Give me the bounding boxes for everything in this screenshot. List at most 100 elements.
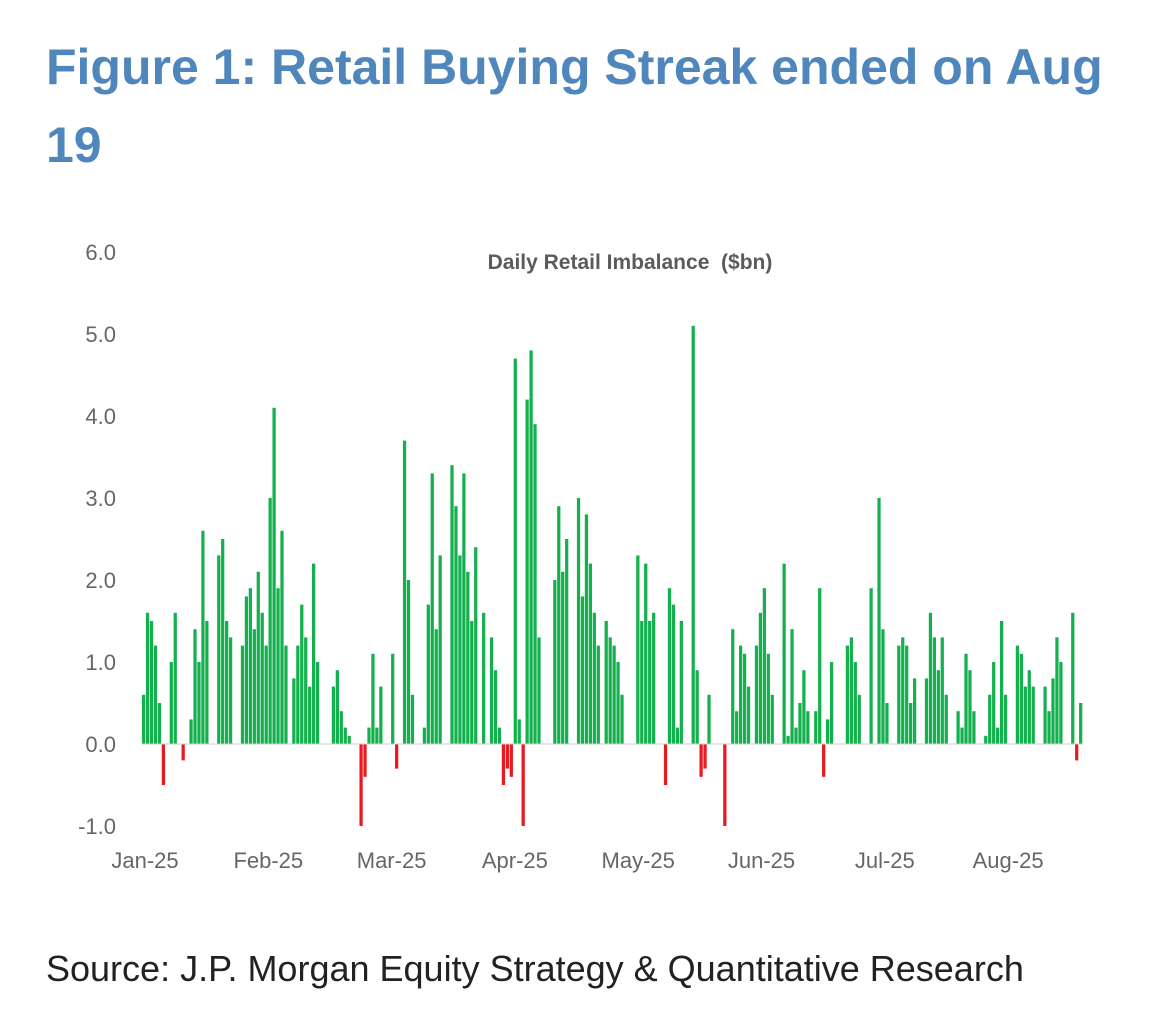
bar-positive [596, 645, 600, 744]
bar-positive [343, 727, 347, 744]
bar-positive [798, 703, 802, 744]
bar-positive [1071, 612, 1075, 744]
bar-positive [553, 580, 557, 744]
bar-positive [905, 645, 909, 744]
bar-positive [248, 588, 252, 744]
bar-positive [228, 637, 233, 744]
figure-title: Figure 1: Retail Buying Streak ended on … [46, 39, 1103, 173]
bar-negative [822, 744, 826, 777]
bar-positive [1027, 670, 1031, 744]
bar-positive [312, 563, 316, 744]
bar-positive [691, 325, 695, 744]
bar-positive [695, 670, 699, 744]
bar-positive [153, 645, 158, 744]
bar-positive [739, 645, 743, 744]
bar-positive [1003, 694, 1008, 744]
bar-positive [331, 686, 336, 744]
bar-positive [909, 703, 913, 744]
bar-positive [1055, 637, 1059, 744]
bar-positive [193, 629, 197, 744]
bar-chart: Daily Retail Imbalance ($bn) -1.0 0.0 1.0 2… [78, 240, 1083, 873]
bar-positive [217, 555, 221, 744]
bar-positive [367, 727, 371, 744]
bar-positive [561, 571, 565, 744]
bar-positive [829, 662, 834, 744]
bar-positive [766, 653, 770, 744]
bar-positive [814, 711, 818, 744]
bar-positive [940, 637, 944, 744]
bar-positive [924, 678, 929, 744]
bar-positive [426, 604, 430, 744]
bar-positive [746, 686, 751, 744]
x-tick-label: Mar-25 [357, 848, 427, 873]
bar-negative [521, 744, 525, 826]
bar-positive [375, 727, 379, 744]
chart-area: Daily Retail Imbalance ($bn) -1.0 0.0 1.0 2… [0, 225, 1158, 905]
y-tick-label: 6.0 [85, 240, 116, 265]
bar-positive [1015, 645, 1020, 744]
bar-positive [675, 727, 679, 744]
bar-positive [869, 588, 873, 744]
bar-positive [315, 662, 320, 744]
bar-positive [284, 645, 288, 744]
bar-positive [169, 662, 173, 744]
bar-positive [533, 424, 537, 744]
bar-positive [264, 645, 268, 744]
bar-positive [493, 670, 498, 744]
bar-positive [972, 711, 976, 744]
bar-negative [703, 744, 707, 769]
bar-positive [762, 588, 766, 744]
bar-positive [857, 694, 861, 744]
bar-positive [1059, 662, 1063, 744]
bar-negative [181, 744, 185, 761]
bar-positive [482, 612, 486, 744]
bar-series [142, 325, 1083, 826]
bar-positive [466, 571, 470, 744]
bar-positive [936, 670, 940, 744]
y-tick-label: 2.0 [85, 568, 116, 593]
bar-positive [474, 547, 478, 744]
bar-positive [272, 407, 276, 744]
bar-negative [359, 744, 363, 826]
bar-positive [1047, 711, 1051, 744]
bar-positive [901, 637, 905, 744]
bar-positive [845, 645, 850, 744]
bar-positive [885, 703, 889, 744]
bar-positive [438, 555, 442, 744]
bar-positive [422, 727, 426, 744]
bar-positive [754, 645, 759, 744]
x-axis: Jan-25 Feb-25 Mar-25 Apr-25 May-25 Jun-25 Jul-… [111, 848, 1043, 873]
bar-positive [430, 473, 434, 744]
bar-positive [292, 678, 296, 744]
bar-positive [240, 645, 245, 744]
bar-positive [489, 637, 494, 744]
bar-positive [434, 629, 438, 744]
bar-positive [225, 621, 229, 744]
bar-positive [557, 506, 561, 744]
bar-positive [707, 694, 711, 744]
bar-positive [565, 539, 569, 744]
y-tick-label: 0.0 [85, 732, 116, 757]
bar-positive [584, 514, 589, 744]
bar-positive [149, 621, 154, 744]
bar-positive [517, 719, 521, 744]
bar-positive [470, 621, 474, 744]
bar-positive [592, 612, 596, 744]
x-tick-label: Jan-25 [111, 848, 178, 873]
bar-positive [513, 358, 517, 744]
chart-title: Daily Retail Imbalance ($bn) [488, 251, 773, 274]
bar-negative [723, 744, 727, 826]
bar-positive [1031, 686, 1035, 744]
y-tick-label: 1.0 [85, 650, 116, 675]
y-tick-label: 3.0 [85, 486, 116, 511]
bar-positive [462, 473, 466, 744]
bar-negative [663, 744, 668, 785]
bar-positive [881, 629, 885, 744]
bar-positive [731, 629, 735, 744]
bar-positive [347, 735, 351, 744]
bar-positive [794, 727, 798, 744]
bar-positive [145, 612, 150, 744]
bar-positive [964, 653, 968, 744]
bar-positive [142, 694, 146, 744]
bar-positive [454, 506, 458, 744]
